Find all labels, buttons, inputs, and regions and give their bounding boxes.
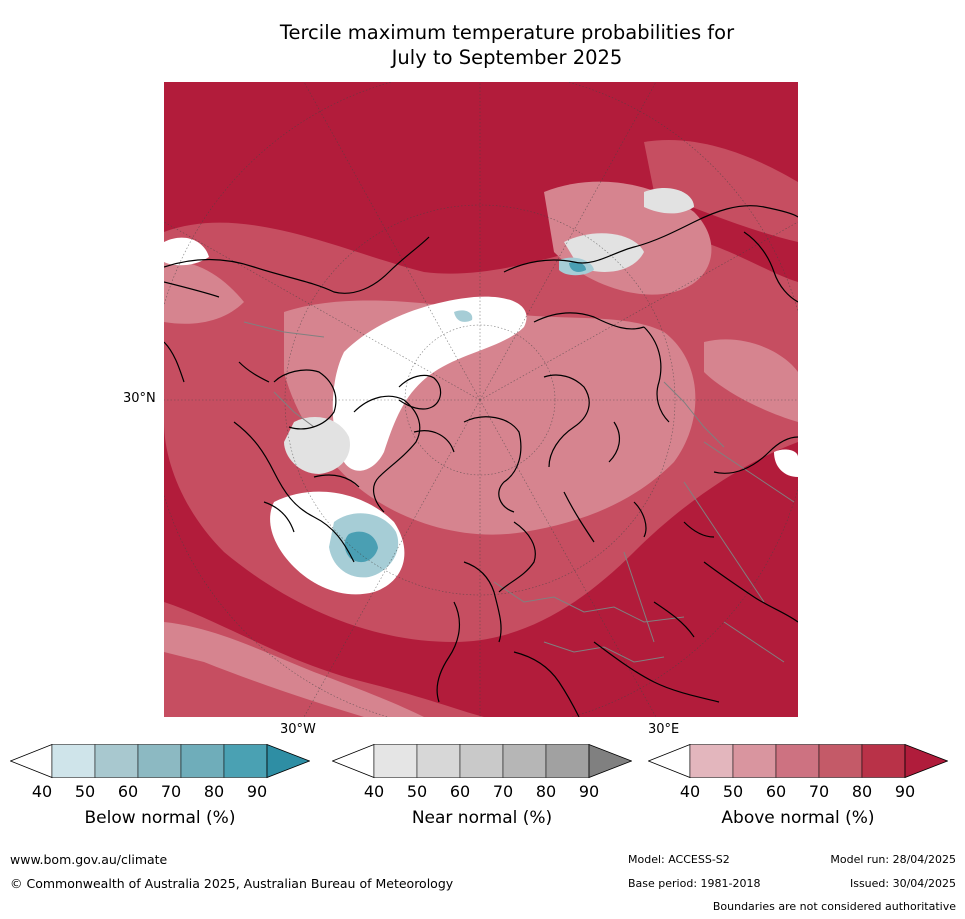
country-borders xyxy=(243,321,795,663)
below-swatch-50-60 xyxy=(94,744,139,778)
colorbar-near-normal xyxy=(332,744,632,836)
below-normal-regions xyxy=(329,257,594,578)
below-normal-label: Below normal (%) xyxy=(84,808,236,828)
near-swatch-70-80 xyxy=(502,744,547,778)
map-title: Tercile maximum temperature probabilitie… xyxy=(164,20,850,70)
above-tick-90: 90 xyxy=(894,782,916,801)
title-line-2: July to September 2025 xyxy=(391,46,623,69)
below-swatch-60-70 xyxy=(137,744,182,778)
above-swatch-50-60 xyxy=(732,744,777,778)
lon-label-30w: 30°W xyxy=(280,722,316,737)
near-swatch-60-70 xyxy=(459,744,504,778)
below-tick-80: 80 xyxy=(203,782,225,801)
near-tick-60: 60 xyxy=(449,782,471,801)
near-swatch-40-50 xyxy=(373,744,418,778)
below-overflow-triangle xyxy=(266,744,310,779)
above-tick-40: 40 xyxy=(679,782,701,801)
below-tick-90: 90 xyxy=(246,782,268,801)
near-tick-90: 90 xyxy=(578,782,600,801)
footer-base-period: Base period: 1981-2018 xyxy=(628,877,761,890)
above-swatch-60-70 xyxy=(775,744,820,778)
near-tick-40: 40 xyxy=(363,782,385,801)
coastlines xyxy=(164,205,798,717)
above-swatch-70-80 xyxy=(818,744,863,778)
above-swatch-80-90 xyxy=(861,744,906,778)
footer-issued: Issued: 30/04/2025 xyxy=(849,877,956,890)
title-line-1: Tercile maximum temperature probabilitie… xyxy=(279,21,735,44)
lat-label-30n: 30°N xyxy=(123,391,156,406)
above-overflow-triangle xyxy=(904,744,948,779)
colorbar-below-normal xyxy=(10,744,310,836)
near-tick-80: 80 xyxy=(535,782,557,801)
footer-copyright: © Commonwealth of Australia 2025, Austra… xyxy=(10,876,454,891)
footer-model-run: Model run: 28/04/2025 xyxy=(830,853,956,866)
below-underflow-triangle xyxy=(10,744,53,779)
below-swatch-80-90 xyxy=(223,744,268,778)
near-tick-50: 50 xyxy=(406,782,428,801)
graticule xyxy=(164,82,798,717)
above-tick-60: 60 xyxy=(765,782,787,801)
map-svg xyxy=(164,82,798,717)
above-tick-70: 70 xyxy=(808,782,830,801)
probability-map xyxy=(164,82,798,717)
near-tick-70: 70 xyxy=(492,782,514,801)
below-tick-60: 60 xyxy=(117,782,139,801)
footer-boundaries-note: Boundaries are not considered authoritat… xyxy=(712,900,956,913)
near-swatch-50-60 xyxy=(416,744,461,778)
colorbar-above-normal xyxy=(648,744,948,836)
below-tick-70: 70 xyxy=(160,782,182,801)
colorbar-below-swatches xyxy=(10,744,310,779)
above-underflow-triangle xyxy=(648,744,691,779)
lon-label-30e: 30°E xyxy=(648,722,680,737)
near-normal-label: Near normal (%) xyxy=(411,808,553,828)
below-swatch-40-50 xyxy=(51,744,96,778)
above-tick-50: 50 xyxy=(722,782,744,801)
below-tick-40: 40 xyxy=(31,782,53,801)
near-overflow-triangle xyxy=(588,744,632,779)
near-swatch-80-90 xyxy=(545,744,590,778)
above-tick-80: 80 xyxy=(851,782,873,801)
colorbar-near-swatches xyxy=(332,744,632,779)
above-normal-label: Above normal (%) xyxy=(721,808,875,828)
near-underflow-triangle xyxy=(332,744,375,779)
colorbar-above-swatches xyxy=(648,744,948,779)
above-swatch-40-50 xyxy=(689,744,734,778)
footer-website: www.bom.gov.au/climate xyxy=(10,852,168,867)
below-tick-50: 50 xyxy=(74,782,96,801)
below-swatch-70-80 xyxy=(180,744,225,778)
footer-model: Model: ACCESS-S2 xyxy=(628,853,730,866)
